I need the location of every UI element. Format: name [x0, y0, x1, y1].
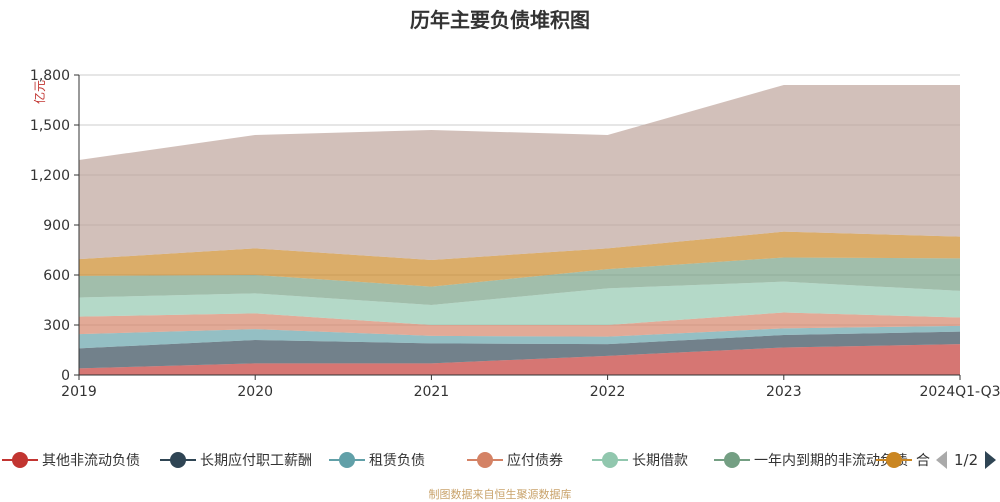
x-tick-label: 2023 — [766, 384, 802, 400]
legend-marker-icon — [465, 447, 505, 473]
x-tick-label: 2020 — [237, 384, 273, 400]
y-tick-label: 1,800 — [30, 68, 70, 84]
area-series-1 — [79, 344, 960, 375]
area-series-5 — [79, 281, 960, 325]
legend-marker-icon — [0, 447, 40, 473]
y-tick-label: 300 — [43, 318, 70, 334]
legend-marker-icon — [327, 447, 367, 473]
axes: 0 300 600 900 1,200 1,500 1,800 2019 2020 2021 202… — [30, 68, 1000, 400]
legend-label: 长期借款 — [632, 453, 688, 469]
x-tick-label: 2022 — [590, 384, 626, 400]
legend-label: 长期应付职工薪酬 — [200, 453, 312, 469]
y-tick-label: 0 — [61, 368, 70, 384]
y-tick-label: 900 — [43, 218, 70, 234]
area-series-8 — [79, 85, 960, 260]
legend-label: 租赁负债 — [369, 453, 425, 469]
y-tick-label: 600 — [43, 268, 70, 284]
area-series-7 — [79, 231, 960, 287]
legend-item[interactable]: 应付债券 — [465, 447, 563, 473]
legend-item[interactable]: 一年内到期的非流动负债 — [712, 447, 908, 473]
legend-marker-icon — [712, 447, 752, 473]
legend-label: 其他非流动负债 — [42, 453, 140, 469]
legend-page-indicator: 1/2 — [954, 451, 979, 469]
chart-title: 历年主要负债堆积图 — [410, 8, 590, 32]
legend-marker-icon — [874, 447, 914, 473]
legend-item[interactable]: 租赁负债 — [327, 447, 425, 473]
x-tick-label: 2019 — [61, 384, 97, 400]
y-tick-label: 1,200 — [30, 168, 70, 184]
area-series-6 — [79, 257, 960, 305]
source-note: 制图数据来自恒生聚源数据库 — [428, 488, 572, 501]
chart-area: 0 300 600 900 1,200 1,500 1,800 2019 2020 2021 202… — [30, 68, 1000, 400]
area-series-3 — [79, 325, 960, 349]
stacked-areas — [79, 85, 960, 375]
legend-item[interactable]: 合 — [874, 447, 930, 473]
y-tick-label: 1,500 — [30, 118, 70, 134]
legend-label: 一年内到期的非流动负债 — [754, 453, 908, 469]
legend-prev-page-icon[interactable] — [936, 451, 947, 469]
legend-item[interactable]: 其他非流动负债 — [0, 447, 140, 473]
area-series-2 — [79, 331, 960, 369]
legend-next-page-icon[interactable] — [985, 451, 997, 469]
x-tick-label: 2021 — [414, 384, 450, 400]
legend-pager: 1/2 — [936, 447, 997, 473]
legend-marker-icon — [590, 447, 630, 473]
y-axis-label: 亿元 — [32, 80, 47, 104]
legend: 其他非流动负债 长期应付职工薪酬 租赁负债 应付债券 长期借款 一年内到期的非流动负债合 — [0, 447, 1000, 473]
legend-marker-icon — [158, 447, 198, 473]
legend-item[interactable]: 长期应付职工薪酬 — [158, 447, 312, 473]
legend-item[interactable]: 长期借款 — [590, 447, 688, 473]
legend-label: 合 — [916, 453, 930, 469]
x-tick-label: 2024Q1-Q3 — [919, 384, 1000, 400]
legend-label: 应付债券 — [507, 453, 563, 469]
area-series-4 — [79, 312, 960, 337]
